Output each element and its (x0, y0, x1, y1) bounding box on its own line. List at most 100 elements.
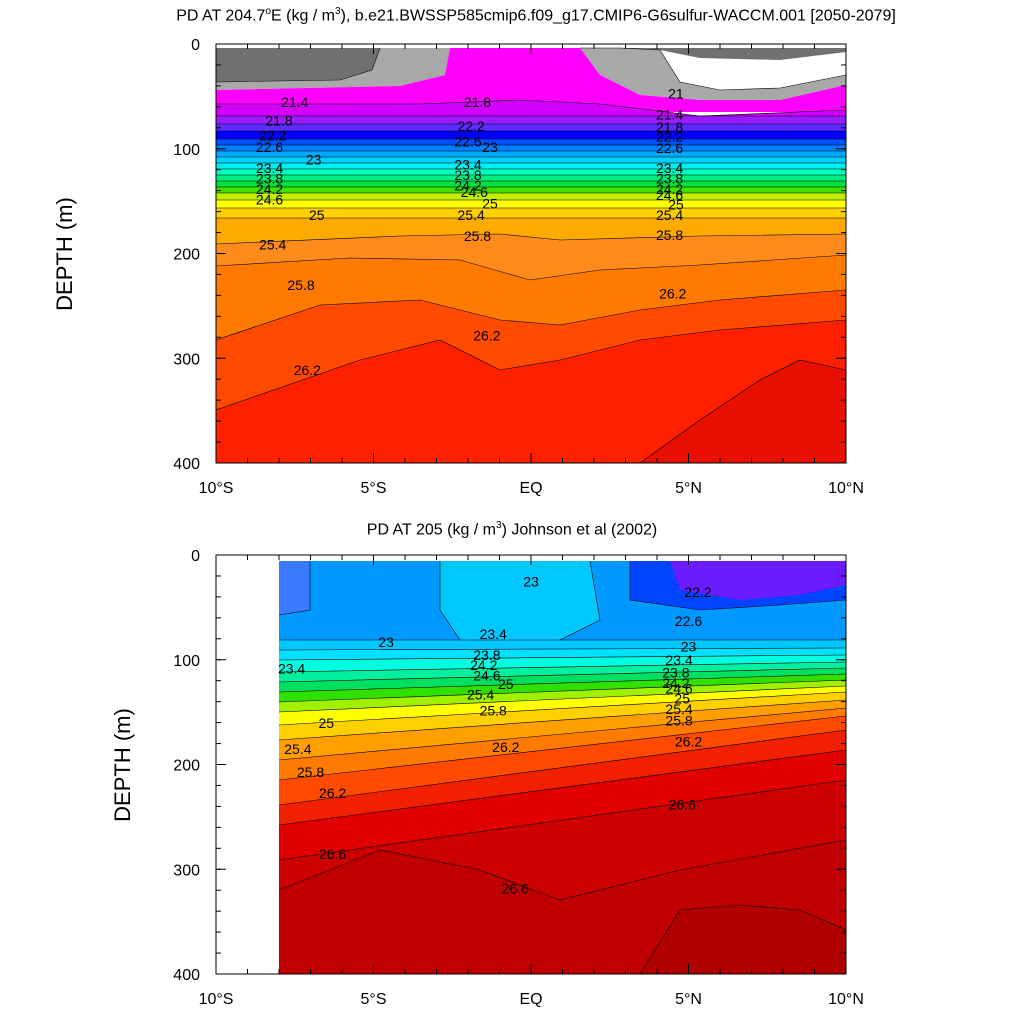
bottom-contour-label: 23.4 (480, 626, 507, 642)
bottom-contour-label: 26.6 (319, 846, 346, 862)
bottom-contour-label: 25.4 (284, 741, 311, 757)
top-contour-label: 26.2 (659, 286, 686, 302)
top-contour-label: 25 (309, 207, 325, 223)
top-contour-label: 23 (306, 151, 322, 167)
top-contour-label: 24.2 (256, 181, 283, 197)
top-contour-label: 22.2 (259, 127, 286, 143)
top-contour-label: 24.2 (656, 181, 683, 197)
top-contour-label: 24.6 (656, 187, 683, 203)
top-y-tick-label: 0 (191, 37, 200, 54)
bottom-contour-label: 24.2 (470, 657, 497, 673)
bottom-contour-label: 26.2 (492, 739, 519, 755)
bottom-x-tick-label: 10°S (199, 991, 234, 1008)
top-contour-label: 22.2 (656, 128, 683, 144)
bottom-contour-label: 25.4 (665, 701, 692, 717)
bottom-contour-label: 25.8 (665, 713, 692, 729)
top-contour-label: 25.4 (656, 207, 683, 223)
top-y-tick-label: 200 (173, 247, 200, 264)
bottom-contour-label: 23.8 (473, 647, 500, 663)
bottom-contour-label: 25 (498, 676, 514, 692)
top-contour-label: 25.4 (458, 207, 485, 223)
top-chart-title: PD AT 204.7oE (kg / m3), b.e21.BWSSP585c… (176, 6, 896, 25)
top-y-tick-label: 300 (173, 351, 200, 368)
top-contour-label: 21.4 (656, 106, 683, 122)
top-contour-label: 26.2 (473, 327, 500, 343)
bottom-contour-label: 23.8 (662, 665, 689, 681)
top-y-tick-label: 400 (173, 456, 200, 473)
bottom-contour-label: 25 (674, 691, 690, 707)
bottom-contour-label: 22.2 (684, 584, 711, 600)
top-contour-label: 25.8 (287, 277, 314, 293)
top-contour-label: 23.4 (256, 160, 283, 176)
top-contour-label: 25 (668, 197, 684, 213)
bottom-contour-label: 25.8 (297, 764, 324, 780)
top-contour-label: 23.8 (256, 170, 283, 186)
bottom-y-tick-label: 400 (173, 967, 200, 984)
bottom-x-tick-label: EQ (519, 991, 542, 1008)
top-contour-label: 21.8 (656, 119, 683, 135)
top-contour-label: 22.6 (656, 140, 683, 156)
bottom-contour-label: 25.8 (480, 702, 507, 718)
top-x-tick-label: EQ (519, 480, 542, 497)
bottom-contour-label: 26.2 (675, 734, 702, 750)
top-contour-label: 21.8 (464, 94, 491, 110)
bottom-y-tick-label: 300 (173, 862, 200, 879)
top-contour-label: 23 (482, 139, 498, 155)
bottom-contour-label: 26.6 (669, 797, 696, 813)
top-contour-label: 24.2 (454, 178, 481, 194)
top-contour-label: 21 (668, 85, 684, 101)
bottom-x-tick-label: 10°N (828, 991, 864, 1008)
bottom-contour-label: 22.6 (675, 613, 702, 629)
bottom-axes: 10°S 5°S EQ 5°N 10°N 0 100 200 300 400 DEPTH (m) (110, 548, 864, 1008)
bottom-y-tick-label: 100 (173, 653, 200, 670)
bottom-contour-label: 24.6 (665, 680, 692, 696)
bottom-contour-label: 25.4 (467, 687, 494, 703)
bottom-contour-label: 24.6 (473, 668, 500, 684)
bottom-contour-label: 23.4 (278, 660, 305, 676)
bottom-contour-label: 23.4 (665, 652, 692, 668)
bottom-contour-label: 26.2 (319, 785, 346, 801)
top-contour-label: 21.8 (265, 113, 292, 129)
bottom-contour-lines (278, 560, 846, 974)
bottom-contour-label: 23 (681, 638, 697, 654)
bottom-chart-title: PD AT 205 (kg / m3) Johnson et al (2002) (366, 520, 658, 539)
top-y-tick-label: 100 (173, 142, 200, 159)
top-x-tick-label: 5°N (675, 480, 702, 497)
top-contour-label: 25.8 (656, 227, 683, 243)
top-contour-lines (216, 47, 846, 463)
top-contour-label: 25.8 (464, 228, 491, 244)
top-contour-label: 23.4 (656, 160, 683, 176)
bottom-contour-label: 23 (378, 634, 394, 650)
bottom-contour-label: 25 (318, 715, 334, 731)
top-contour-label: 25 (482, 195, 498, 211)
top-contour-label: 25.4 (259, 236, 286, 252)
top-axes: 10°S 5°S EQ 5°N 10°N 0 100 200 300 400 DEPTH (m) (52, 37, 864, 497)
bottom-contour-label: 23 (523, 573, 539, 589)
bottom-y-tick-label: 200 (173, 758, 200, 775)
bottom-contour-label: 24.2 (662, 675, 689, 691)
top-contour-label: 22.6 (256, 139, 283, 155)
bottom-x-tick-label: 5°N (675, 991, 702, 1008)
top-contour-label: 24.6 (461, 184, 488, 200)
top-x-tick-label: 10°N (828, 480, 864, 497)
top-contour-label: 21.4 (281, 94, 308, 110)
top-contour-label: 22.2 (458, 118, 485, 134)
top-x-tick-label: 10°S (199, 480, 234, 497)
top-contour-labels: 21.421.822.222.62323.423.824.224.62525.4… (256, 85, 687, 378)
bottom-y-axis-title: DEPTH (m) (110, 708, 135, 822)
bottom-contour-label: 26.6 (502, 880, 529, 896)
top-contour-label: 24.6 (256, 191, 283, 207)
bottom-y-tick-label: 0 (191, 548, 200, 565)
bottom-contour-labels: 2322.222.62323.42323.423.824.224.62523.4… (278, 573, 712, 896)
top-contour-label: 22.6 (454, 134, 481, 150)
top-contour-label: 23.8 (454, 167, 481, 183)
top-x-tick-label: 5°S (361, 480, 387, 497)
bottom-x-tick-label: 5°S (361, 991, 387, 1008)
top-contour-label: 23.4 (454, 157, 481, 173)
top-y-axis-title: DEPTH (m) (52, 197, 77, 311)
top-contour-label: 26.2 (294, 362, 321, 378)
top-contour-fill (216, 44, 846, 463)
bottom-contour-fill (216, 555, 846, 974)
top-contour-label: 23.8 (656, 170, 683, 186)
